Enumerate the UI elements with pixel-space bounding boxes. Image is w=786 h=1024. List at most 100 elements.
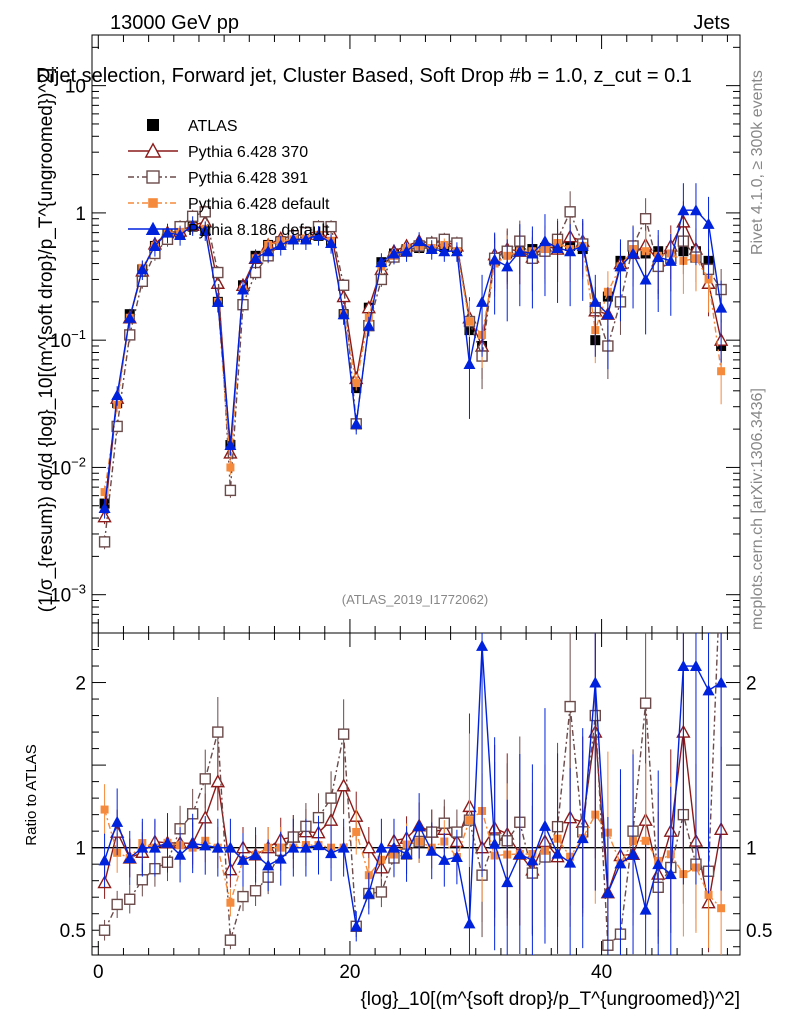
data-point <box>325 220 337 233</box>
data-point <box>325 237 338 249</box>
ratio-tick-label: 2 <box>746 674 757 695</box>
data-point <box>589 295 602 307</box>
legend-marker <box>144 142 162 158</box>
main-y-axis-label: (1/σ_{resum}) dσ/d {log}_10[(m^{soft dro… <box>36 68 57 613</box>
ratio-point <box>627 848 640 860</box>
x-axis-label: {log}_10[(m^{soft drop}/p_T^{ungroomed})… <box>360 989 740 1010</box>
data-point <box>199 206 211 218</box>
ratio-point <box>387 841 400 853</box>
x-tick-label: 20 <box>339 962 360 983</box>
ratio-tick-label: 0.5 <box>60 921 86 942</box>
ratio-point <box>601 886 614 898</box>
ratio-point <box>465 816 474 825</box>
data-point <box>664 254 677 266</box>
ratio-point <box>274 852 287 864</box>
data-point <box>704 275 713 284</box>
ratio-point <box>210 774 226 788</box>
data-point <box>652 251 665 263</box>
data-point <box>224 439 237 451</box>
data-point <box>237 298 249 311</box>
ratio-tick-label: 1 <box>75 839 86 860</box>
ratio-point <box>564 700 576 713</box>
ratio-point <box>400 848 413 860</box>
series-0 <box>99 221 727 509</box>
ratio-point <box>299 841 312 853</box>
process-label: Jets <box>693 12 730 34</box>
data-point <box>148 239 161 251</box>
data-point <box>463 357 476 369</box>
ratio-series-4 <box>98 633 728 955</box>
ratio-point <box>211 841 224 853</box>
ratio-point <box>614 857 627 869</box>
data-point <box>425 243 438 255</box>
data-point <box>98 536 111 548</box>
legend-label: Pythia 6.428 default <box>188 196 330 213</box>
data-point <box>627 247 640 259</box>
data-point <box>212 266 224 279</box>
y-tick-label: 10 <box>65 77 86 98</box>
ratio-point <box>350 920 363 932</box>
ratio-point <box>664 868 677 880</box>
data-point <box>450 245 463 257</box>
data-point <box>375 256 388 268</box>
data-point <box>387 247 400 259</box>
ratio-line <box>103 633 719 947</box>
ratio-point <box>652 858 665 870</box>
data-point <box>299 233 312 245</box>
ratio-point <box>425 844 438 856</box>
ratio-point <box>450 851 463 863</box>
series-2 <box>98 191 727 550</box>
data-point <box>513 245 526 257</box>
data-point <box>123 311 136 323</box>
ratio-point <box>438 853 451 865</box>
series-line <box>103 225 722 493</box>
ratio-point <box>98 924 111 936</box>
ratio-point <box>287 841 300 853</box>
legend-marker <box>146 170 160 184</box>
ratio-line <box>103 645 722 929</box>
data-point <box>352 379 361 388</box>
data-point <box>199 224 212 236</box>
ratio-point <box>199 839 212 851</box>
data-point <box>287 233 300 245</box>
legend-marker <box>147 119 159 131</box>
y-tick-label: 1 <box>75 204 86 225</box>
ratio-point <box>237 890 249 903</box>
ratio-point <box>677 660 690 672</box>
ratio-point <box>513 848 526 860</box>
ratio-point <box>715 676 728 688</box>
data-point <box>211 295 224 307</box>
ratio-point <box>186 837 199 849</box>
ratio-point <box>716 549 726 559</box>
ratio-point <box>249 885 262 897</box>
rivet-label: Rivet 4.1.0, ≥ 300k events <box>749 70 766 255</box>
data-point <box>249 266 262 279</box>
ratio-point <box>98 854 111 866</box>
data-point <box>438 245 451 257</box>
data-point <box>337 308 350 320</box>
data-point <box>174 229 187 241</box>
energy-label: 13000 GeV pp <box>110 12 239 34</box>
ratio-point <box>148 841 161 853</box>
ratio-tick-label: 2 <box>75 674 86 695</box>
ratio-point <box>337 728 350 740</box>
ratio-point <box>717 904 726 913</box>
ratio-point <box>161 836 174 848</box>
data-point <box>689 204 702 216</box>
data-point <box>224 484 237 497</box>
ratio-tick-label: 0.5 <box>746 921 772 942</box>
ratio-point <box>639 697 652 709</box>
data-point <box>715 301 728 313</box>
ratio-point <box>689 660 702 672</box>
y-tick-label: 10−1 <box>50 327 86 352</box>
data-point <box>564 245 577 257</box>
ratio-point <box>111 815 124 827</box>
ratio-point <box>704 890 713 899</box>
data-point <box>465 317 474 326</box>
ratio-point <box>476 639 489 651</box>
data-point <box>262 245 275 257</box>
data-point <box>249 252 262 264</box>
series-line <box>103 209 722 509</box>
data-point <box>488 253 501 265</box>
